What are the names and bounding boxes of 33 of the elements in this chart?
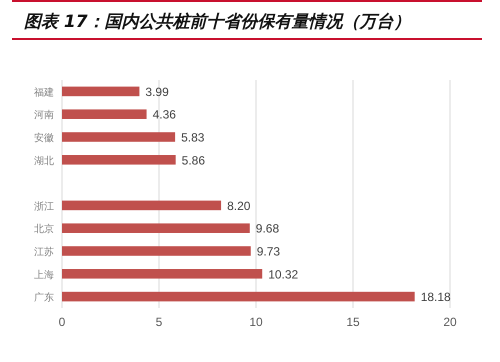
bar bbox=[62, 155, 176, 165]
data-label: 3.99 bbox=[145, 84, 170, 99]
x-tick-label: 20 bbox=[443, 315, 457, 329]
x-tick-label: 15 bbox=[346, 315, 360, 329]
x-tick-label: 5 bbox=[156, 315, 163, 329]
data-label: 9.73 bbox=[256, 244, 280, 258]
y-tick-label: 安徽 bbox=[34, 132, 54, 144]
y-tick-label: 北京 bbox=[34, 223, 54, 236]
data-label: 5.86 bbox=[182, 153, 206, 168]
x-tick-label: 0 bbox=[58, 315, 66, 329]
bar bbox=[62, 246, 251, 256]
y-tick-label: 福建 bbox=[34, 86, 54, 98]
bar bbox=[62, 200, 222, 210]
bar bbox=[62, 292, 415, 302]
y-tick-label: 广东 bbox=[34, 292, 54, 304]
data-label: 5.83 bbox=[181, 130, 205, 144]
y-tick-label: 湖北 bbox=[34, 154, 54, 167]
y-tick-label: 江苏 bbox=[34, 246, 54, 258]
data-label: 18.18 bbox=[420, 290, 452, 304]
bar bbox=[62, 109, 147, 119]
bar bbox=[62, 223, 250, 233]
bar bbox=[62, 86, 140, 96]
y-tick-label: 上海 bbox=[34, 268, 54, 281]
bar bbox=[62, 269, 262, 279]
bar bbox=[62, 132, 176, 142]
chart-title: 图表 17：国内公共桩前十省份保有量情况（万台） bbox=[24, 12, 411, 32]
data-label: 8.20 bbox=[227, 198, 251, 213]
data-label: 10.32 bbox=[268, 267, 299, 282]
data-label: 9.68 bbox=[256, 222, 280, 236]
y-tick-label: 河南 bbox=[34, 109, 54, 122]
y-tick-label: 浙江 bbox=[34, 200, 54, 212]
x-tick-label: 10 bbox=[249, 315, 263, 329]
data-label: 4.36 bbox=[152, 108, 176, 122]
